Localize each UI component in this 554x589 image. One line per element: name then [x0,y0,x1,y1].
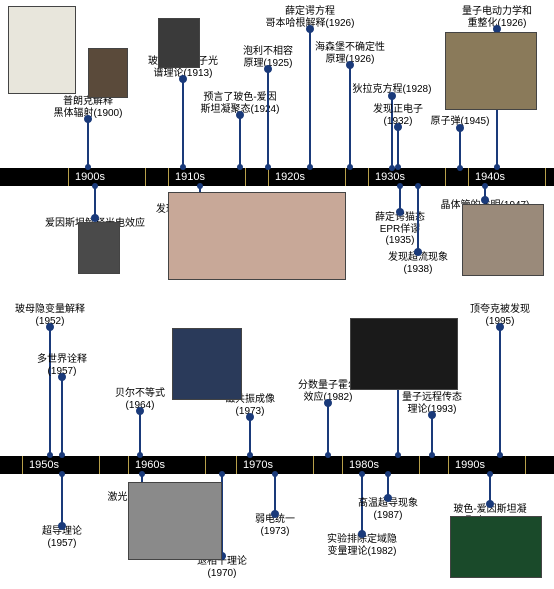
timeline-event: 薛定谔猫态EPR佯谬(1935) [350,212,450,247]
decade-label: 1900s [68,168,146,186]
timeline-event: 超导理论(1957) [12,526,112,549]
timeline-event: 顶夸克被发现(1995) [450,304,550,327]
timeline-event: 玻母隐变量解释(1952) [0,304,100,327]
timeline-event: 高温超导现象(1987) [338,498,438,521]
mri-monitor [172,328,242,400]
dirac-book [8,6,76,94]
bohr-photo [158,18,200,68]
timeline-event: 薛定谔方程哥本哈根解释(1926) [260,6,360,29]
timeline-event: 实验排除定域隐变量理论(1982) [312,534,412,557]
timeline-event: 弱电统一(1973) [225,514,325,537]
timeline-event: 多世界诠释(1957) [12,354,112,377]
timeline-event: 预言了玻色-爱因斯坦凝聚态(1924) [190,92,290,115]
einstein-photo [78,222,120,274]
laser-scientist [128,482,222,560]
decade-label: 1920s [268,168,346,186]
timeline-event: 普朗克解释黑体辐射(1900) [38,96,138,119]
planck-photo [88,48,128,98]
bec-plot [450,516,542,578]
timeline-event: 海森堡不确定性原理(1926) [300,42,400,65]
decade-label: 1980s [342,456,420,474]
timeline-event: 量子远程传态理论(1993) [382,392,482,415]
mushroom-cloud [445,32,537,110]
superconductor-photo [168,192,346,280]
decade-label: 1910s [168,168,246,186]
particle-collision [350,318,458,390]
decade-label: 1940s [468,168,546,186]
timeline-event: 发现超流现象(1938) [368,252,468,275]
timeline-event: 原子弹(1945) [410,116,510,128]
timeline-event: 量子电动力学和重整化(1926) [447,6,547,29]
timeline-event: 狄拉克方程(1928) [342,84,442,96]
transistor-photo [462,204,544,276]
decade-label: 1930s [368,168,446,186]
